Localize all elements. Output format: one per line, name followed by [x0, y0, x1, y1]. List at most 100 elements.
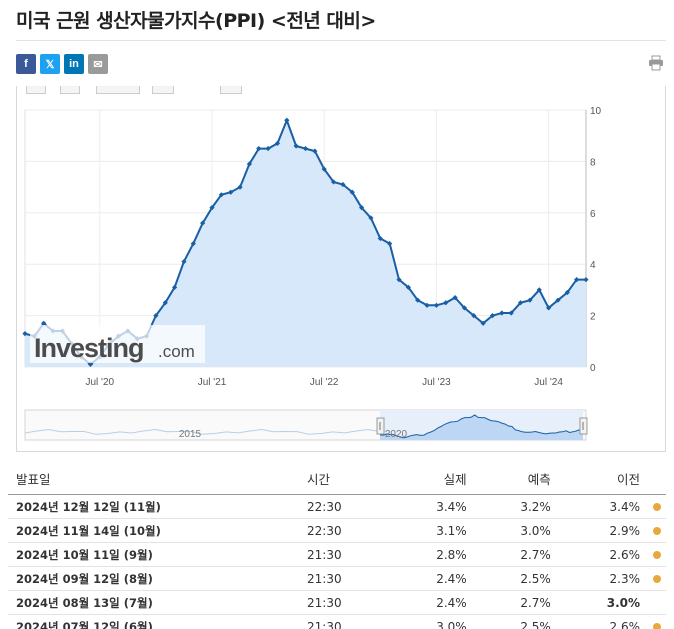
row-actual: 3.0%: [390, 614, 475, 629]
toolbar-button-more[interactable]: [220, 86, 242, 94]
data-point[interactable]: [274, 140, 281, 147]
data-point[interactable]: [471, 313, 477, 319]
table-row: 2024년 08월 13일 (7월) 21:30 2.4% 2.7% 3.0%: [8, 590, 666, 615]
row-time: 21:30: [299, 566, 391, 591]
revision-dot-icon[interactable]: [653, 622, 661, 629]
data-point[interactable]: [340, 181, 346, 188]
data-point[interactable]: [22, 330, 28, 337]
row-actual: 2.4%: [390, 590, 475, 615]
data-point[interactable]: [396, 277, 402, 283]
twitter-share-button[interactable]: 𝕏: [40, 54, 60, 74]
data-point[interactable]: [312, 148, 318, 154]
data-point[interactable]: [330, 179, 337, 185]
toolbar-button-candle[interactable]: [60, 86, 80, 94]
row-time: 21:30: [299, 614, 391, 629]
data-point[interactable]: [87, 361, 94, 368]
data-point[interactable]: [237, 184, 243, 190]
data-point[interactable]: [377, 235, 383, 242]
data-point[interactable]: [415, 297, 421, 303]
row-forecast: 2.5%: [474, 566, 559, 591]
data-point[interactable]: [284, 117, 290, 123]
data-point[interactable]: [461, 305, 468, 311]
data-point[interactable]: [387, 241, 393, 247]
data-point[interactable]: [574, 277, 580, 283]
data-point[interactable]: [405, 284, 411, 290]
row-previous: 3.4%: [558, 494, 648, 519]
data-point[interactable]: [181, 259, 187, 265]
revision-dot-icon[interactable]: [653, 574, 661, 583]
data-point[interactable]: [424, 302, 430, 308]
data-point[interactable]: [349, 189, 355, 195]
data-point[interactable]: [246, 161, 252, 167]
data-point[interactable]: [153, 313, 159, 319]
row-previous: 2.3%: [558, 566, 648, 591]
row-revision-marker: [648, 614, 666, 629]
header-forecast: 예측: [474, 466, 559, 495]
email-share-button[interactable]: ✉: [88, 54, 108, 74]
data-point[interactable]: [302, 145, 309, 152]
x-tick-label: Jul '23: [422, 377, 451, 388]
y-tick-label: 10: [590, 106, 602, 117]
y-tick-label: 8: [590, 157, 596, 168]
y-tick-label: 6: [590, 209, 596, 220]
data-point[interactable]: [583, 277, 589, 283]
table-row: 2024년 12월 12일 (11월) 22:30 3.4% 3.2% 3.4%: [8, 494, 666, 519]
data-point[interactable]: [228, 189, 234, 195]
data-point[interactable]: [546, 305, 552, 311]
chart-frame: [16, 86, 666, 452]
toolbar-button-period[interactable]: [96, 86, 140, 94]
row-actual: 2.4%: [390, 566, 475, 591]
data-point[interactable]: [293, 143, 299, 149]
data-point[interactable]: [321, 166, 327, 172]
data-point[interactable]: [480, 320, 486, 326]
row-time: 22:30: [299, 518, 391, 543]
navigator-area: [380, 415, 583, 440]
data-point[interactable]: [536, 287, 542, 293]
row-previous: 2.6%: [558, 614, 648, 629]
release-history-table: 발표일 시간 실제 예측 이전 2024년 12월 12일 (11월) 22:30…: [8, 466, 666, 629]
data-point[interactable]: [564, 289, 570, 296]
x-tick-label: Jul '22: [310, 377, 339, 388]
revision-dot-icon[interactable]: [653, 526, 661, 535]
row-revision-marker: [648, 494, 666, 519]
revision-dot-icon[interactable]: [653, 550, 661, 559]
table-header-row: 발표일 시간 실제 예측 이전: [8, 466, 666, 495]
data-point[interactable]: [200, 220, 206, 226]
toolbar-button-zoom[interactable]: [152, 86, 174, 94]
row-previous: 2.9%: [558, 518, 648, 543]
data-point[interactable]: [359, 205, 365, 211]
toolbar-button-area[interactable]: [26, 86, 46, 94]
printer-icon[interactable]: [648, 55, 664, 71]
data-point[interactable]: [433, 302, 439, 308]
data-point[interactable]: [489, 313, 496, 319]
data-point[interactable]: [162, 300, 168, 306]
data-point[interactable]: [218, 192, 224, 198]
revision-dot-icon[interactable]: [653, 502, 661, 511]
page-title: 미국 근원 생산자물가지수(PPI) <전년 대비>: [16, 10, 376, 32]
data-point[interactable]: [527, 297, 533, 303]
data-point[interactable]: [508, 310, 514, 316]
linkedin-share-button[interactable]: in: [64, 54, 84, 74]
facebook-share-button[interactable]: f: [16, 54, 36, 74]
row-actual: 2.8%: [390, 542, 475, 567]
row-date: 2024년 07월 12일 (6월): [8, 614, 300, 629]
x-tick-label: Jul '21: [198, 377, 227, 388]
data-point[interactable]: [190, 241, 196, 247]
row-time: 21:30: [299, 590, 391, 615]
investing-watermark-logo: Investing: [34, 333, 144, 363]
row-revision-marker: [648, 518, 666, 543]
data-point[interactable]: [368, 215, 374, 221]
data-point[interactable]: [517, 300, 524, 306]
data-point[interactable]: [265, 145, 271, 152]
row-date: 2024년 11월 14일 (10월): [8, 518, 300, 543]
data-point[interactable]: [172, 284, 178, 290]
data-point[interactable]: [41, 320, 47, 326]
row-actual: 3.4%: [390, 494, 475, 519]
header-date[interactable]: 발표일: [8, 466, 300, 495]
data-point[interactable]: [209, 205, 215, 211]
data-point[interactable]: [499, 310, 505, 316]
data-point[interactable]: [452, 295, 458, 301]
data-point[interactable]: [256, 145, 262, 152]
data-point[interactable]: [555, 297, 561, 303]
data-point[interactable]: [443, 300, 449, 306]
